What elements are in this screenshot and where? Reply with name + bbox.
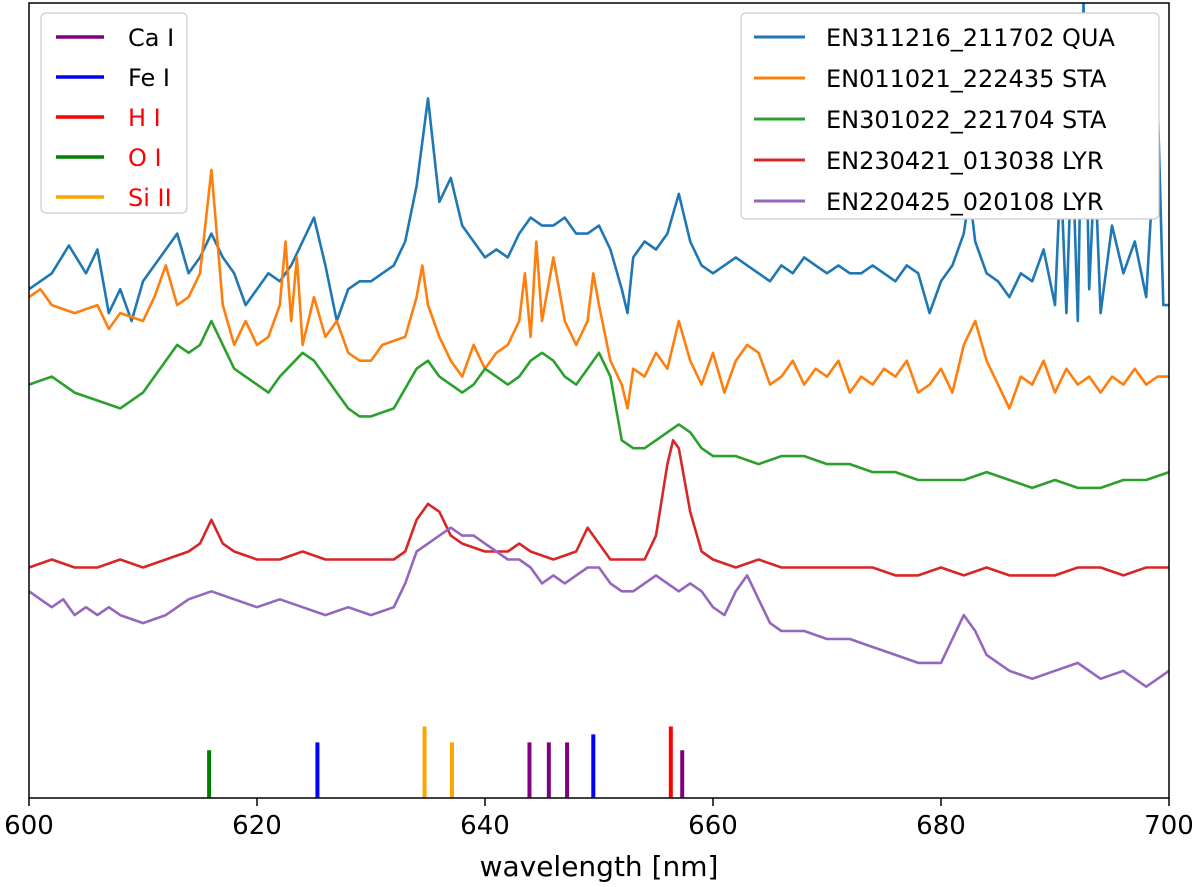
x-axis-label: wavelength [nm] [480,850,719,883]
spectra-legend-label: EN311216_211702 QUA [826,24,1115,52]
element-legend-label: Ca I [128,24,174,52]
plot-frame [28,2,1170,799]
series-line-5 [29,526,1169,688]
spectra-legend-label: EN301022_221704 STA [826,106,1107,134]
spectra-legend-label: EN230421_013038 LYR [826,147,1104,175]
element-legend-label: O I [128,144,162,172]
series-line-1 [29,3,1169,323]
x-tick-label: 640 [460,811,510,841]
element-legend-box [40,12,188,214]
series-line-4 [29,439,1169,577]
x-tick-label: 700 [1144,811,1194,841]
emission-line-markers [207,726,685,798]
series-line-3 [29,319,1169,490]
x-axis-ticks: 600 620 640 660 680 700 [4,798,1194,841]
spectra-legend-box [740,12,1160,220]
x-tick-label: 680 [916,811,966,841]
x-tick-label: 660 [688,811,738,841]
series-line-2 [29,168,1169,410]
element-legend: Ca I Fe I H I O I Si II [40,12,188,214]
x-tick-label: 620 [232,811,282,841]
x-tick-label: 600 [4,811,54,841]
spectra-series-group [29,3,1169,688]
spectra-legend-label: EN220425_020108 LYR [826,188,1104,216]
element-legend-label: Si II [128,184,172,212]
element-legend-label: Fe I [128,64,170,92]
spectra-legend-label: EN011021_222435 STA [826,65,1107,93]
element-legend-label: H I [128,104,161,132]
spectra-legend: EN311216_211702 QUA EN011021_222435 STA EN… [740,12,1160,220]
